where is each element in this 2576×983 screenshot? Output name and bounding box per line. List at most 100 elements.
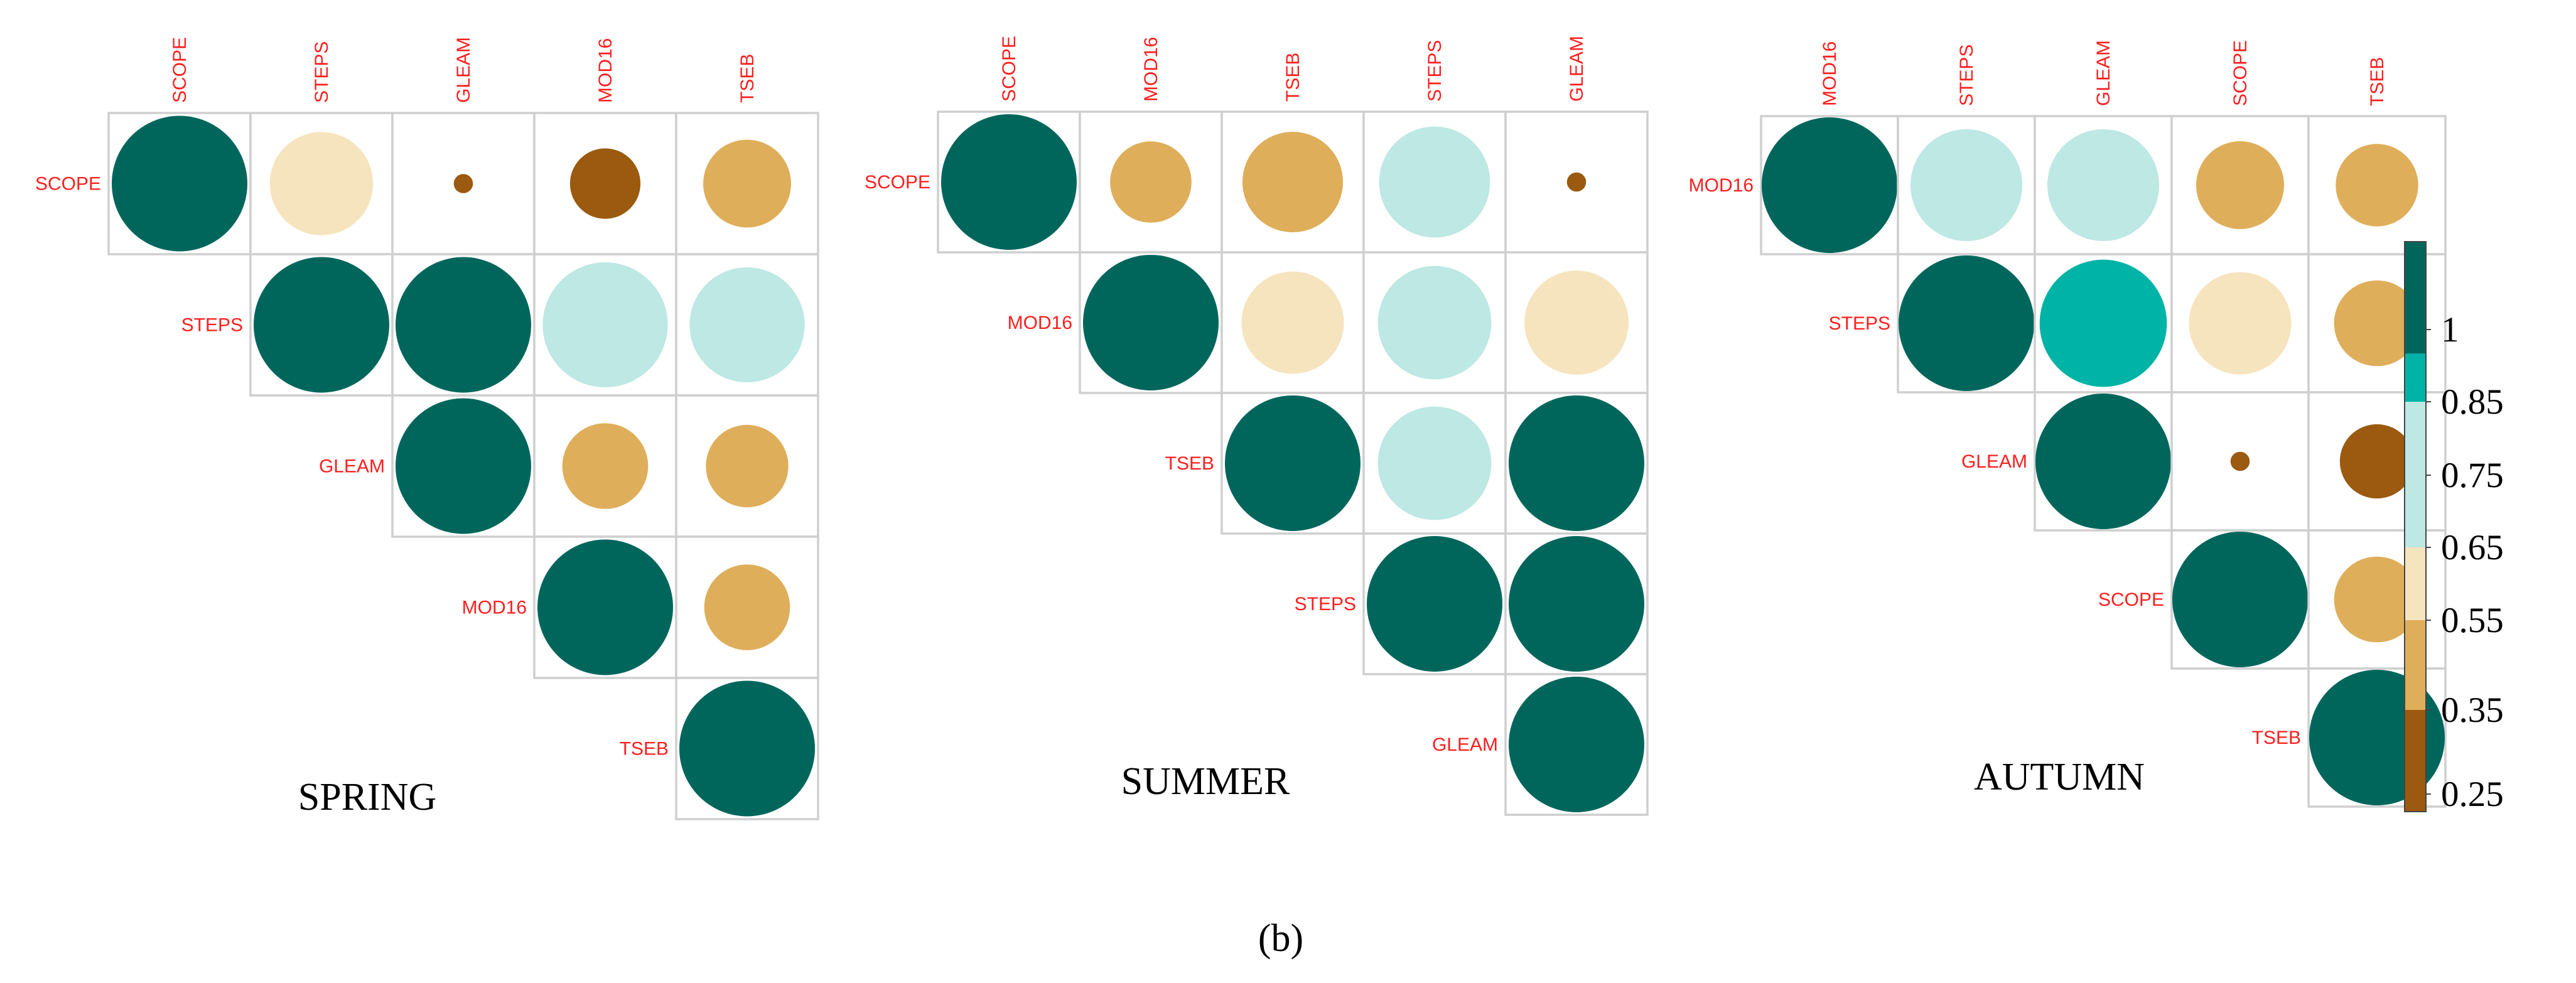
correlation-circle	[2230, 451, 2250, 471]
correlation-circle	[542, 262, 668, 388]
correlation-circle	[1242, 131, 1344, 233]
colorbar: 1 0.85 0.75 0.65 0.55 0.35 0.25	[2404, 241, 2504, 814]
colorbar-band	[2405, 710, 2426, 812]
correlation-circle	[396, 257, 531, 393]
colorbar-frame	[2404, 241, 2427, 812]
correlation-circle	[1225, 395, 1361, 531]
panel-title: SUMMER	[1121, 760, 1290, 803]
correlation-circle	[2196, 141, 2284, 229]
colorbar-band	[2405, 620, 2426, 710]
column-label: STEPS	[1425, 40, 1445, 102]
column-label: GLEAM	[2093, 40, 2114, 106]
grid-cell	[675, 535, 819, 679]
column-label: TSEB	[737, 54, 758, 103]
correlation-circle	[2336, 144, 2418, 227]
colorbar-tick-label: 0.85	[2441, 382, 2504, 422]
correlation-circle	[1509, 677, 1644, 812]
column-label: MOD16	[1819, 41, 1840, 106]
row-label: GLEAM	[1961, 451, 2027, 472]
panels: SCOPE STEPS GLEAM MOD16 TSEBSCOPESTEPSGLEAMM…	[35, 36, 2447, 820]
panel-summer: SCOPE MOD16 TSEB STEPS GLEAM SCOPE MOD16 TSEB ST…	[865, 36, 1649, 816]
correlation-circle	[2334, 556, 2420, 643]
column-label: TSEB	[1283, 53, 1303, 102]
row-label: STEPS	[1295, 594, 1356, 615]
row-label: MOD16	[462, 598, 527, 618]
correlation-circle	[1110, 141, 1192, 223]
column-label: SCOPE	[170, 37, 190, 103]
correlation-circle	[562, 423, 649, 509]
correlation-circle	[112, 115, 247, 252]
correlation-circle	[569, 148, 641, 219]
column-label: STEPS	[311, 41, 332, 103]
column-label: GLEAM	[1566, 36, 1587, 102]
correlation-circle	[1083, 255, 1219, 390]
correlation-circle	[2172, 532, 2308, 667]
row-label: TSEB	[1165, 453, 1214, 474]
correlation-circle	[1241, 271, 1344, 374]
correlation-circle	[269, 132, 374, 235]
correlation-circle	[1377, 406, 1492, 520]
correlation-circle	[254, 257, 389, 393]
correlation-circle	[396, 398, 531, 534]
correlation-circle	[689, 267, 805, 383]
row-label: TSEB	[620, 739, 669, 760]
correlation-circle	[1899, 255, 2034, 391]
colorbar-tick-label: 0.25	[2441, 775, 2504, 814]
row-label: MOD16	[1008, 313, 1072, 333]
column-label: STEPS	[1956, 45, 1977, 106]
correlation-circle	[453, 174, 473, 193]
correlation-circle	[1367, 536, 1502, 672]
panel-title: SPRING	[298, 776, 437, 819]
colorbar-tick-label: 0.55	[2441, 601, 2504, 640]
correlation-circle	[537, 539, 673, 675]
row-label: STEPS	[1829, 313, 1890, 334]
panel-autumn: MOD16 STEPS GLEAM SCOPE TSEB MOD16 STEPS GLEAM S…	[1689, 40, 2447, 808]
correlation-circle	[2047, 129, 2160, 242]
column-label: TSEB	[2367, 57, 2388, 106]
correlation-circle	[1524, 271, 1629, 375]
correlation-circle	[1377, 266, 1492, 380]
panel-spring: SCOPE STEPS GLEAM MOD16 TSEB SCOPE STEPS GLEAM M…	[35, 37, 819, 820]
correlation-circle	[706, 424, 789, 508]
correlation-circle	[2189, 272, 2292, 375]
column-label: SCOPE	[2230, 40, 2251, 106]
colorbar-band	[2405, 547, 2426, 620]
column-label: MOD16	[595, 38, 616, 103]
column-label: GLEAM	[453, 37, 474, 103]
correlation-circle	[2339, 424, 2415, 499]
colorbar-band	[2405, 242, 2426, 354]
correlation-circle	[1509, 395, 1644, 531]
row-label: SCOPE	[865, 172, 930, 193]
colorbar-band	[2405, 475, 2426, 547]
correlation-circle	[2035, 394, 2171, 529]
correlation-circle	[704, 564, 790, 650]
row-label: GLEAM	[1432, 734, 1498, 755]
correlation-circle	[1566, 172, 1587, 192]
correlation-circle	[703, 139, 791, 228]
row-label: SCOPE	[35, 174, 101, 195]
colorbar-tick-label: 1	[2441, 310, 2459, 350]
column-label: SCOPE	[999, 36, 1020, 102]
colorbar-band	[2405, 402, 2426, 475]
figure-caption: (b)	[1258, 917, 1303, 960]
column-label: MOD16	[1141, 37, 1161, 102]
colorbar-tick-label: 0.75	[2441, 456, 2504, 495]
correlation-circle	[679, 680, 815, 817]
panel-title: AUTUMN	[1974, 756, 2145, 798]
correlation-circle	[1762, 117, 1897, 253]
colorbar-band	[2405, 353, 2426, 402]
row-label: STEPS	[181, 315, 243, 336]
correlation-circle	[941, 114, 1077, 250]
correlation-circle	[1910, 129, 2023, 242]
colorbar-tick-label: 0.35	[2441, 690, 2504, 730]
row-label: MOD16	[1689, 175, 1754, 196]
colorbar-tick-label: 0.65	[2441, 528, 2504, 567]
correlation-circle	[1509, 536, 1644, 672]
correlation-circle	[2334, 280, 2420, 367]
correlation-circle	[1379, 126, 1490, 238]
correlation-circle	[2039, 259, 2167, 387]
row-label: SCOPE	[2098, 589, 2164, 610]
row-label: TSEB	[2252, 728, 2301, 748]
row-label: GLEAM	[319, 456, 385, 477]
